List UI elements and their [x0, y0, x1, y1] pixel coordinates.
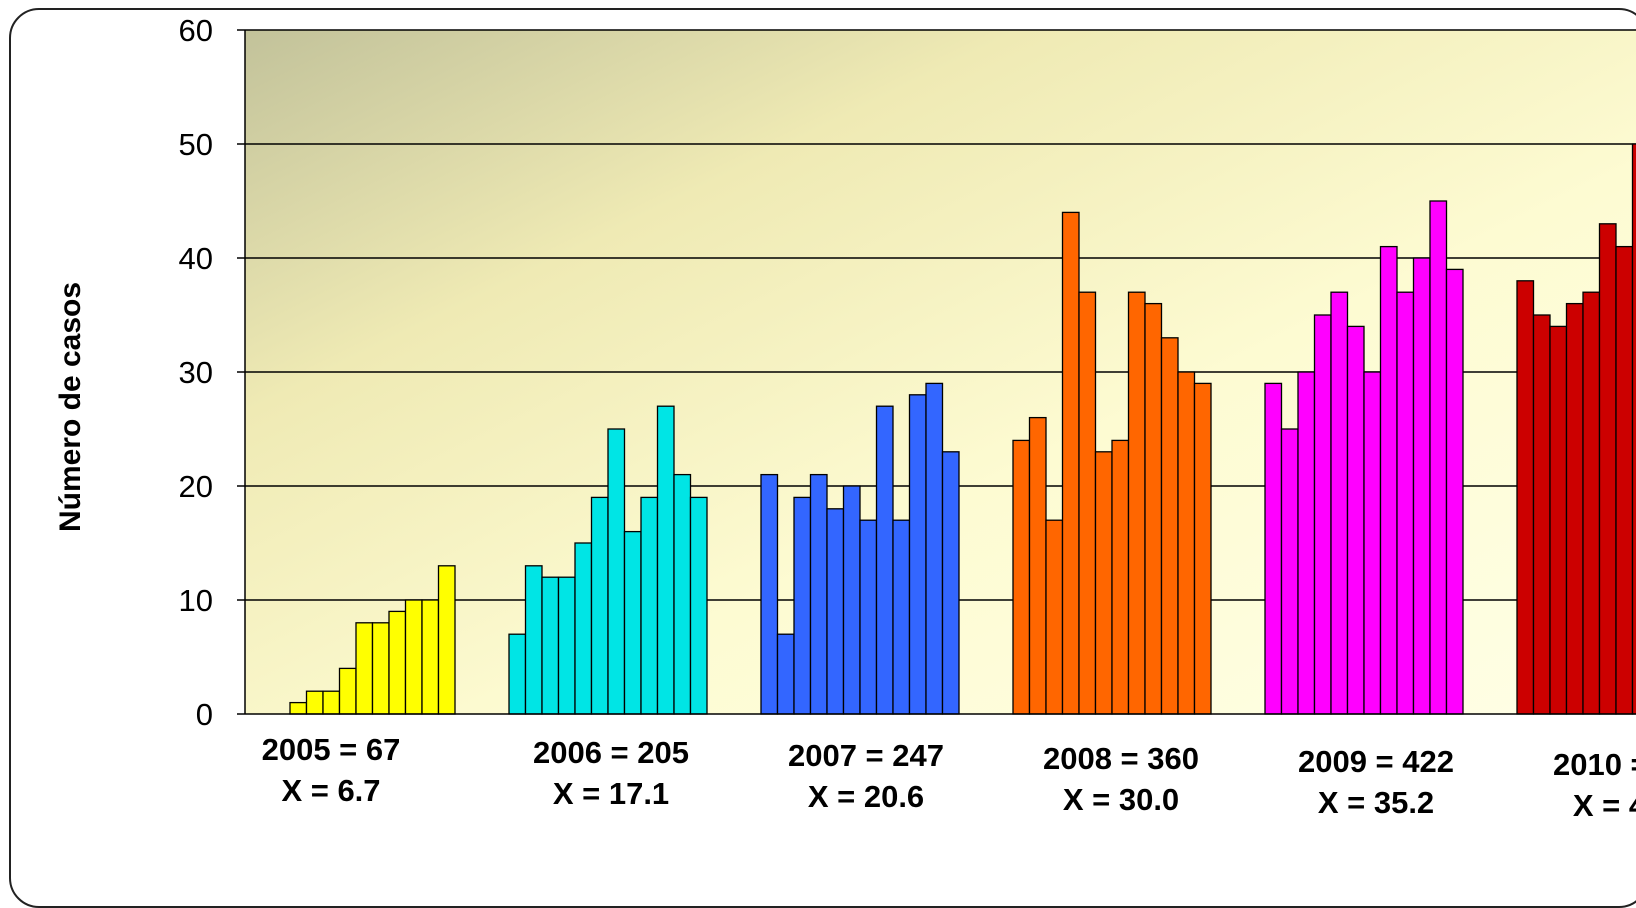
bar-2006-5	[575, 543, 592, 714]
bar-2006-7	[608, 429, 625, 714]
group-mean-label: X = 35.2	[1318, 785, 1434, 820]
group-labels: 2005 = 67 X = 6.7 2006 = 205 X = 17.1 2007 =…	[262, 732, 1636, 823]
bar-2005-9	[422, 600, 439, 714]
bar-2006-4	[559, 577, 576, 714]
bar-2005-4	[340, 668, 357, 714]
bar-2008-9	[1145, 304, 1162, 714]
bar-2008-2	[1030, 418, 1047, 714]
bar-2008-8	[1129, 292, 1146, 714]
group-total-label: 2005 = 67	[262, 732, 401, 767]
bar-2007-5	[827, 509, 844, 714]
bar-2006-11	[674, 475, 691, 714]
bar-2010-5	[1583, 292, 1600, 714]
bar-2010-6	[1600, 224, 1617, 714]
bar-2009-5	[1331, 292, 1348, 714]
bar-2007-3	[794, 497, 811, 714]
y-tick-label: 60	[179, 13, 213, 48]
bar-2008-7	[1112, 440, 1129, 714]
bar-2007-1	[761, 475, 778, 714]
group-total-label: 2007 = 247	[788, 738, 944, 773]
y-tick-label: 20	[179, 469, 213, 504]
bar-2005-8	[406, 600, 423, 714]
bar-2008-5	[1079, 292, 1096, 714]
y-axis-label: Número de casos	[54, 282, 87, 532]
bar-2006-1	[509, 634, 526, 714]
bar-2006-8	[625, 532, 642, 714]
group-mean-label: X = 17.1	[553, 776, 669, 811]
bar-2010-1	[1517, 281, 1534, 714]
group-mean-label: X = 40.9	[1573, 788, 1636, 823]
y-tick-label: 10	[179, 583, 213, 618]
bar-2010-4	[1567, 304, 1584, 714]
group-mean-label: X = 6.7	[281, 773, 380, 808]
bar-2005-10	[439, 566, 456, 714]
bar-2008-6	[1096, 452, 1113, 714]
bar-2009-6	[1348, 326, 1365, 714]
bar-2010-2	[1534, 315, 1551, 714]
bar-2007-11	[926, 383, 943, 714]
bar-2008-12	[1195, 383, 1212, 714]
y-tick-label: 0	[196, 697, 213, 732]
bar-2005-2	[307, 691, 324, 714]
bar-2006-10	[658, 406, 675, 714]
bar-2006-9	[641, 497, 658, 714]
bar-2007-6	[844, 486, 861, 714]
bar-2007-8	[877, 406, 894, 714]
bar-2007-9	[893, 520, 910, 714]
bar-2007-4	[811, 475, 828, 714]
group-total-label: 2009 = 422	[1298, 744, 1454, 779]
group-total-label: 2010 = 492	[1553, 747, 1636, 782]
bar-2009-7	[1364, 372, 1381, 714]
bar-2007-10	[910, 395, 927, 714]
bar-2008-4	[1063, 212, 1080, 714]
bar-2009-12	[1447, 269, 1464, 714]
bar-2010-3	[1550, 326, 1567, 714]
bar-2010-7	[1616, 247, 1633, 714]
y-tick-label: 50	[179, 127, 213, 162]
group-mean-label: X = 20.6	[808, 779, 924, 814]
group-total-label: 2008 = 360	[1043, 741, 1199, 776]
group-total-label: 2006 = 205	[533, 735, 689, 770]
bar-2006-3	[542, 577, 559, 714]
bar-2009-10	[1414, 258, 1431, 714]
bar-2005-3	[323, 691, 340, 714]
bar-2009-9	[1397, 292, 1414, 714]
bar-2006-2	[526, 566, 543, 714]
bar-2007-2	[778, 634, 795, 714]
bar-2009-4	[1315, 315, 1332, 714]
y-tick-label: 40	[179, 241, 213, 276]
bar-2008-10	[1162, 338, 1179, 714]
y-tick-labels: 0 10 20 30 40 50 60	[179, 13, 245, 732]
bar-2009-3	[1298, 372, 1315, 714]
bar-2005-7	[389, 611, 406, 714]
bar-2008-3	[1046, 520, 1063, 714]
bar-2009-1	[1265, 383, 1282, 714]
bar-2006-12	[691, 497, 708, 714]
bar-2007-12	[943, 452, 960, 714]
group-mean-label: X = 30.0	[1063, 782, 1179, 817]
bar-2009-2	[1282, 429, 1299, 714]
bar-2008-11	[1178, 372, 1195, 714]
bar-2007-7	[860, 520, 877, 714]
bar-2009-8	[1381, 247, 1398, 714]
bar-2010-8	[1633, 144, 1636, 714]
y-tick-label: 30	[179, 355, 213, 390]
bar-2005-6	[373, 623, 390, 714]
bar-2005-1	[290, 703, 307, 714]
bar-2005-5	[356, 623, 373, 714]
bar-2008-1	[1013, 440, 1030, 714]
bar-2009-11	[1430, 201, 1447, 714]
bar-2006-6	[592, 497, 609, 714]
